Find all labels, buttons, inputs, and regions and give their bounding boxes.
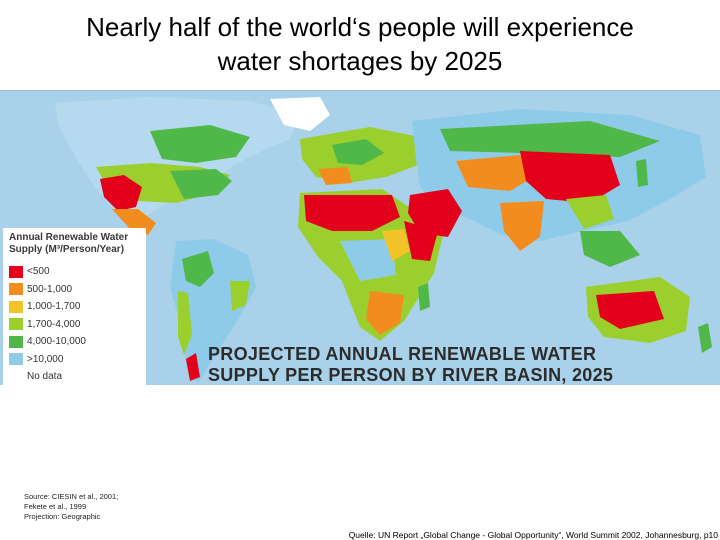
region-south-america-green [182,251,214,287]
legend-title: Annual Renewable Water Supply (M³/Person… [9,232,144,256]
map-legend: Annual Renewable Water Supply (M³/Person… [3,228,146,385]
region-australia-interior [596,291,664,329]
region-andes [178,291,192,355]
legend-label: 1,700-4,000 [27,318,81,330]
slide-title-line-2: water shortages by 2025 [217,46,503,76]
legend-swatch [9,353,23,366]
region-south-africa [366,291,404,335]
region-siberia [440,121,660,157]
region-china-south [566,195,614,229]
legend-swatch [9,300,23,313]
legend-item: <500 [9,263,86,281]
legend-list: <500 500-1,000 1,000-1,700 1,700-4,000 4… [9,263,86,385]
legend-label: 1,000-1,700 [27,301,81,313]
legend-item: >10,000 [9,351,86,369]
legend-title-line-2: Supply (M³/Person/Year) [9,244,125,255]
region-usa-southwest [100,175,142,211]
region-canada-green [150,125,250,163]
legend-swatch [9,335,23,348]
region-middle-east [408,189,462,237]
region-india [500,201,544,251]
legend-swatch [9,283,23,296]
legend-item: 1,000-1,700 [9,298,86,316]
legend-item: 1,700-4,000 [9,316,86,334]
slide-title: Nearly half of the world‘s people will e… [0,10,720,78]
world-map-graphic [55,97,712,383]
legend-item: 500-1,000 [9,281,86,299]
source-line-3: Projection: Geographic [24,512,101,521]
slide-title-line-1: Nearly half of the world‘s people will e… [86,12,634,42]
legend-label: 4,000-10,000 [27,336,86,348]
source-line-1: Source: CIESIN et al., 2001; [24,492,119,501]
region-sahara [304,195,400,231]
region-madagascar [418,283,430,311]
region-central-asia [456,155,540,191]
region-europe-green [332,139,384,165]
region-central-africa [340,239,396,281]
legend-swatch [9,265,23,278]
region-greenland [270,97,330,131]
reference-citation: Quelle: UN Report „Global Change - Globa… [348,530,718,540]
legend-item: No data [9,368,86,385]
legend-label: 500-1,000 [27,283,73,295]
region-usa-east [170,169,232,199]
map-caption-line-2: SUPPLY PER PERSON BY RIVER BASIN, 2025 [208,365,614,385]
source-line-2: Fekete et al., 1999 [24,502,87,511]
region-china-north [520,151,620,203]
region-southeast-asia [580,231,640,267]
legend-swatch [9,370,23,383]
map-caption-line-1: PROJECTED ANNUAL RENEWABLE WATER [208,344,597,364]
region-europe-south [318,167,352,185]
world-water-map: Annual Renewable Water Supply (M³/Person… [0,90,720,385]
legend-label: No data [27,371,63,383]
source-note: Source: CIESIN et al., 2001; Fekete et a… [24,492,118,522]
legend-label: <500 [27,266,50,278]
region-brazil-east [230,281,250,311]
region-horn-africa [382,229,410,261]
region-new-zealand [698,323,712,353]
map-caption: PROJECTED ANNUAL RENEWABLE WATER SUPPLY … [208,344,708,385]
region-south-america-red [186,353,200,381]
legend-item: 4,000-10,000 [9,333,86,351]
legend-label: >10,000 [27,353,64,365]
legend-title-line-1: Annual Renewable Water [9,232,129,243]
legend-swatch [9,318,23,331]
region-japan [636,159,648,187]
